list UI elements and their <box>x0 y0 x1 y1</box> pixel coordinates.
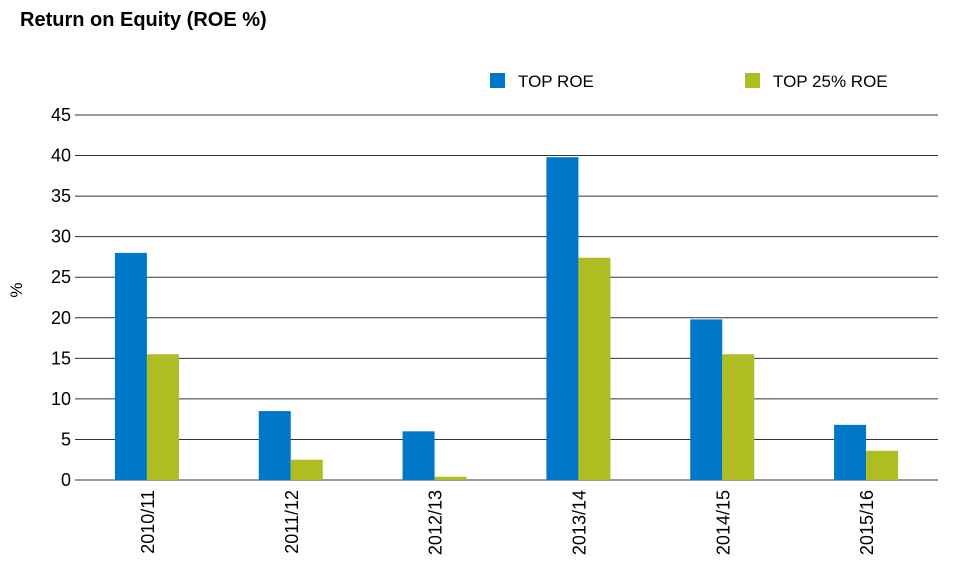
y-tick-label: 0 <box>61 470 71 490</box>
y-tick-label: 45 <box>51 105 71 125</box>
y-tick-label: 35 <box>51 186 71 206</box>
y-axis-ticks: 0 5 10 15 20 25 30 35 40 45 <box>51 105 71 490</box>
y-tick-label: 25 <box>51 267 71 287</box>
legend-swatch <box>745 73 760 88</box>
bar-top-25-roe <box>290 459 323 480</box>
legend-swatch <box>490 73 505 88</box>
y-tick-label: 5 <box>61 429 71 449</box>
x-tick-label: 2011/12 <box>282 490 302 554</box>
x-tick-label: 2015/16 <box>857 490 877 555</box>
y-tick-label: 20 <box>51 308 71 328</box>
x-tick-label: 2012/13 <box>426 490 446 555</box>
legend: TOP ROE TOP 25% ROE <box>490 72 888 91</box>
bar-top-25-roe <box>722 354 755 480</box>
bar-top-roe <box>114 252 147 480</box>
x-tick-label: 2010/11 <box>138 490 158 554</box>
bar-top-roe <box>834 424 867 480</box>
gridlines <box>75 114 938 481</box>
bar-top-roe <box>402 431 435 480</box>
bar-top-25-roe <box>578 257 611 480</box>
bar-top-25-roe <box>866 450 899 480</box>
bar-top-roe <box>546 157 579 480</box>
x-tick-label: 2013/14 <box>569 490 589 555</box>
legend-label: TOP ROE <box>518 72 594 91</box>
y-tick-label: 15 <box>51 348 71 368</box>
bar-top-roe <box>258 411 291 480</box>
y-tick-label: 30 <box>51 227 71 247</box>
bar-top-roe <box>690 319 723 480</box>
bars <box>114 157 899 480</box>
legend-label: TOP 25% ROE <box>773 72 888 91</box>
chart-title: Return on Equity (ROE %) <box>20 9 267 31</box>
bar-top-25-roe <box>146 354 179 480</box>
y-axis-label: % <box>7 282 26 297</box>
x-tick-label: 2014/15 <box>713 490 733 555</box>
y-tick-label: 40 <box>51 146 71 166</box>
y-tick-label: 10 <box>51 389 71 409</box>
x-axis-ticks: 2010/11 2011/12 2012/13 2013/14 2014/15 2015/… <box>138 490 877 555</box>
bar-top-25-roe <box>434 476 467 480</box>
